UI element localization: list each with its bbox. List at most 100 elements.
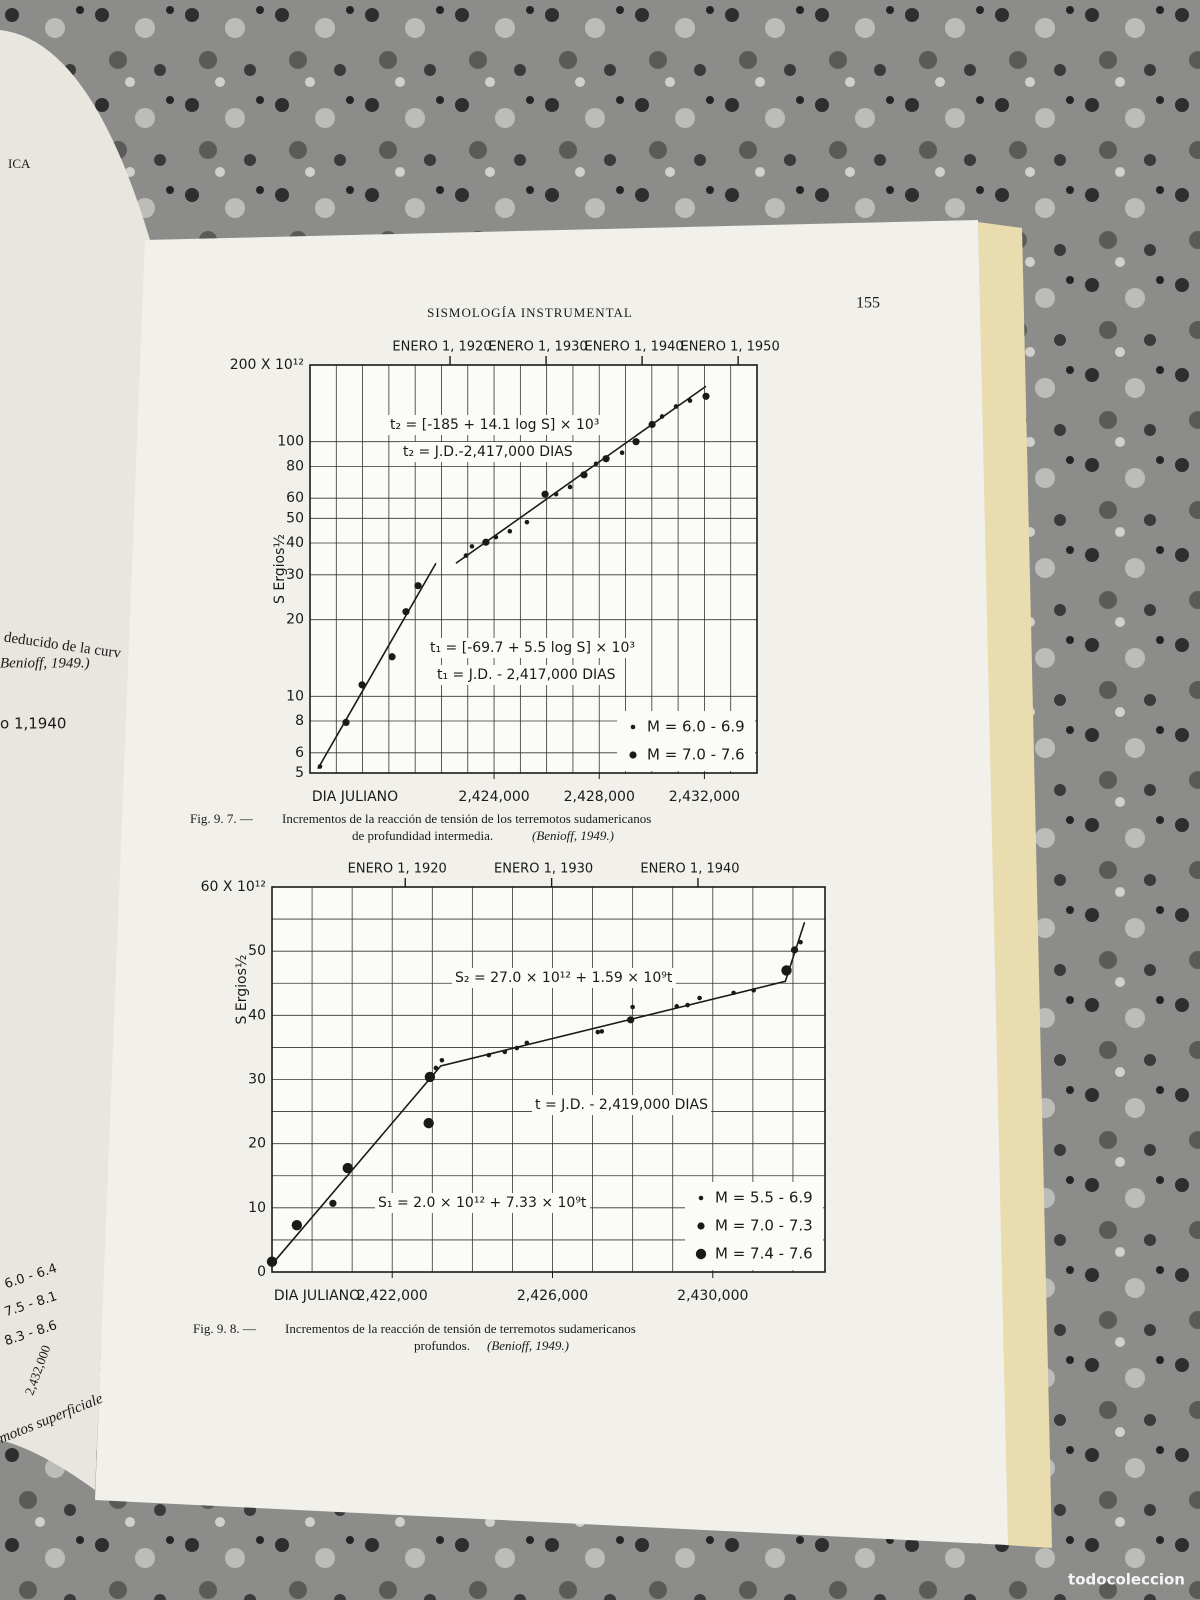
- x-tick-label: 2,422,000: [357, 1288, 428, 1304]
- x-tick-label: 2,430,000: [677, 1288, 748, 1304]
- y-tick-label: 0: [257, 1264, 266, 1280]
- caption-text: profundos.: [414, 1338, 470, 1353]
- data-point: [648, 420, 656, 429]
- data-point: [751, 988, 756, 993]
- data-point: [599, 1029, 605, 1034]
- x-axis-label: DIA JULIANO: [274, 1288, 360, 1304]
- annotation-bg: [532, 1095, 712, 1115]
- data-point: [524, 1040, 530, 1046]
- data-point: [358, 681, 366, 689]
- data-point: [567, 484, 573, 490]
- data-point: [541, 490, 549, 498]
- data-point: [602, 455, 610, 463]
- legend-marker: [698, 1195, 704, 1201]
- annotation-bg: [452, 968, 676, 988]
- x2-tick-label: ENERO 1, 1930: [488, 340, 587, 355]
- data-point: [731, 990, 736, 996]
- x2-tick-label: ENERO 1, 1940: [640, 862, 739, 877]
- data-point: [424, 1071, 436, 1083]
- data-point: [414, 582, 422, 590]
- caption-label: Fig. 9. 8. —: [193, 1321, 257, 1336]
- annotation: t = J.D. - 2,419,000 DIAS: [535, 1097, 708, 1113]
- y-tick-label: 6: [295, 745, 304, 761]
- plot-frame: [271, 886, 826, 1273]
- y-tick-label: 60 X 10¹²: [201, 879, 266, 895]
- y-tick-label: 200 X 10¹²: [230, 357, 304, 373]
- x2-tick-label: ENERO 1, 1950: [681, 340, 780, 355]
- legend-label: M = 5.5 - 6.9: [715, 1189, 813, 1207]
- annotation: t₂ = J.D.-2,417,000 DIAS: [403, 444, 573, 460]
- x-tick-label: 2,428,000: [564, 789, 635, 805]
- data-point: [388, 653, 396, 661]
- annotation-bg: [375, 1193, 590, 1213]
- x-tick-label: 2,426,000: [517, 1288, 588, 1304]
- data-point: [402, 608, 410, 616]
- data-point: [553, 491, 559, 497]
- y-tick-label: 30: [286, 567, 304, 583]
- caption: Fig. 9. 7. — Incrementos de la reacción …: [190, 811, 651, 843]
- data-point: [266, 1256, 278, 1267]
- chart: 0 10 20 30 40 50 60 X 10¹² 2,422,000 2,426,000 2,…: [201, 862, 826, 1304]
- data-point: [329, 1199, 337, 1207]
- caption-text: de profundidad intermedia.: [352, 828, 493, 843]
- x-axis-label: DIA JULIANO: [312, 789, 398, 805]
- y-tick-label: 5: [295, 765, 304, 781]
- data-point: [433, 1065, 439, 1071]
- left-page: [0, 30, 150, 1490]
- data-point: [627, 1016, 635, 1024]
- data-point: [291, 1219, 303, 1231]
- y-tick-label: 50: [286, 510, 304, 526]
- y-tick-label: 80: [286, 458, 304, 474]
- chart: 5 6 8 10 20 30 40 50 60 80 100 200 X 10¹² 2,424,000 2…: [230, 340, 780, 806]
- watermark: todocoleccion: [1068, 1571, 1185, 1589]
- data-point: [697, 995, 702, 1001]
- data-point: [781, 965, 792, 976]
- y-tick-label: 60: [286, 490, 304, 506]
- data-point: [673, 404, 679, 409]
- data-point: [674, 1004, 680, 1009]
- data-point: [593, 461, 599, 467]
- x-tick-label: 2,432,000: [669, 789, 740, 805]
- data-point: [342, 718, 350, 727]
- legend-label: M = 7.4 - 7.6: [715, 1245, 813, 1263]
- data-point: [469, 544, 475, 549]
- data-point: [342, 1162, 353, 1174]
- annotation: S₂ = 27.0 × 10¹² + 1.59 × 10⁹t: [455, 970, 673, 986]
- legend-label: M = 7.0 - 7.3: [715, 1217, 813, 1235]
- annotation-bg: [387, 415, 603, 435]
- fragment: Benioff, 1949.): [0, 655, 90, 671]
- legend-label: M = 6.0 - 6.9: [647, 718, 745, 736]
- annotation-bg: [400, 442, 576, 462]
- y-tick-label: 40: [248, 1007, 266, 1023]
- data-point: [630, 1004, 635, 1010]
- y-tick-label: 10: [248, 1200, 266, 1216]
- fragment: ICA: [8, 156, 31, 171]
- data-point: [685, 1002, 690, 1008]
- page-number: 155: [856, 295, 880, 312]
- y-tick-label: 40: [286, 535, 304, 551]
- data-point: [439, 1057, 445, 1063]
- annotation-bg: [434, 665, 619, 685]
- data-point: [702, 392, 710, 400]
- x2-tick-label: ENERO 1, 1940: [585, 340, 684, 355]
- y-axis-label: S Ergios½: [234, 955, 250, 1025]
- y-tick-label: 20: [248, 1136, 266, 1152]
- x2-tick-label: ENERO 1, 1920: [348, 862, 447, 877]
- data-point: [507, 528, 513, 534]
- data-point: [317, 764, 323, 769]
- data-point: [659, 414, 665, 419]
- y-tick-label: 20: [286, 612, 304, 628]
- legend-box: [685, 1182, 823, 1270]
- running-head: SISMOLOGÍA INSTRUMENTAL: [427, 305, 633, 320]
- data-point: [632, 438, 640, 446]
- y-tick-label: 10: [286, 688, 304, 704]
- data-point: [798, 939, 803, 945]
- legend-marker: [697, 1222, 705, 1230]
- data-point: [790, 946, 799, 954]
- x2-tick-label: ENERO 1, 1920: [392, 340, 491, 355]
- data-point: [524, 519, 530, 525]
- data-point: [595, 1029, 601, 1035]
- y-axis-label: S Ergios½: [272, 534, 288, 604]
- data-point: [619, 450, 625, 456]
